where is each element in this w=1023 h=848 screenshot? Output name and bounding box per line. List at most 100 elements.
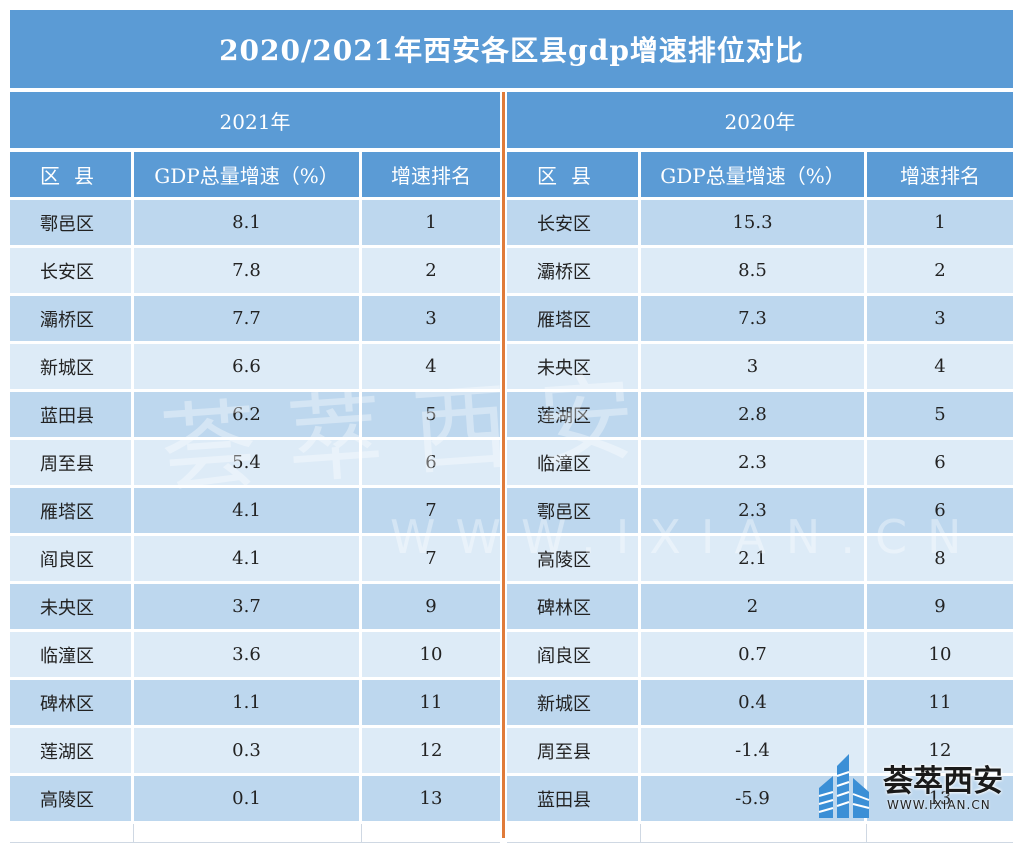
header-row: 区县 GDP总量增速（%） 增速排名: [507, 152, 1013, 200]
district-name: 周至县: [507, 728, 641, 776]
table-row: 阎良区 0.7 10: [507, 632, 1013, 680]
district-name: 莲湖区: [10, 728, 134, 776]
table-row: 灞桥区 7.7 3: [10, 296, 500, 344]
table-row: 周至县 5.4 6: [10, 440, 500, 488]
gdp-growth-value: 2.1: [641, 536, 867, 584]
table-2021: 区县 GDP总量增速（%） 增速排名 鄠邑区 8.1 1 长安区 7.8 2 灞桥区 7.7 3 新城区…: [10, 152, 500, 843]
empty-cell: [867, 824, 1013, 843]
table-row: 长安区 7.8 2: [10, 248, 500, 296]
gdp-growth-value: 2: [641, 584, 867, 632]
district-name: 雁塔区: [507, 296, 641, 344]
table-row: 新城区 6.6 4: [10, 344, 500, 392]
gdp-growth-value: 4.1: [134, 488, 362, 536]
gdp-growth-value: 6.6: [134, 344, 362, 392]
growth-rank: 7: [362, 488, 500, 536]
growth-rank: 10: [362, 632, 500, 680]
header-district: 区县: [10, 152, 134, 200]
gdp-growth-value: 7.3: [641, 296, 867, 344]
table-row: 高陵区 2.1 8: [507, 536, 1013, 584]
table-row: 莲湖区 0.3 12: [10, 728, 500, 776]
growth-rank: 6: [362, 440, 500, 488]
empty-cell: [10, 824, 134, 843]
growth-rank: 8: [867, 536, 1013, 584]
logo-text: 荟萃西安: [883, 764, 1003, 799]
table-2020: 区县 GDP总量增速（%） 增速排名 长安区 15.3 1 灞桥区 8.5 2 雁塔区 7.3 3 未央…: [507, 152, 1013, 843]
table-row: 鄠邑区 2.3 6: [507, 488, 1013, 536]
gdp-growth-value: 1.1: [134, 680, 362, 728]
district-name: 蓝田县: [507, 776, 641, 824]
district-name: 灞桥区: [10, 296, 134, 344]
table-row: 未央区 3.7 9: [10, 584, 500, 632]
growth-rank: 7: [362, 536, 500, 584]
district-name: 周至县: [10, 440, 134, 488]
growth-rank: 6: [867, 488, 1013, 536]
table-row: 阎良区 4.1 7: [10, 536, 500, 584]
growth-rank: 5: [362, 392, 500, 440]
gdp-growth-value: 3.7: [134, 584, 362, 632]
growth-rank: 2: [867, 248, 1013, 296]
gdp-growth-value: 0.7: [641, 632, 867, 680]
building-logo-icon: [818, 754, 870, 818]
header-growth-rank: 增速排名: [867, 152, 1013, 200]
growth-rank: 13: [362, 776, 500, 824]
gdp-growth-value: 2.8: [641, 392, 867, 440]
district-name: 碑林区: [10, 680, 134, 728]
empty-row: [507, 824, 1013, 843]
gdp-growth-value: -1.4: [641, 728, 867, 776]
table-row: 鄠邑区 8.1 1: [10, 200, 500, 248]
growth-rank: 4: [867, 344, 1013, 392]
growth-rank: 13: [867, 776, 1013, 824]
table-row: 碑林区 1.1 11: [10, 680, 500, 728]
district-name: 鄠邑区: [507, 488, 641, 536]
empty-cell: [507, 824, 641, 843]
table-row: 碑林区 2 9: [507, 584, 1013, 632]
gdp-growth-value: 5.4: [134, 440, 362, 488]
district-name: 阎良区: [10, 536, 134, 584]
district-name: 未央区: [10, 584, 134, 632]
header-district: 区县: [507, 152, 641, 200]
growth-rank: 1: [867, 200, 1013, 248]
district-name: 未央区: [507, 344, 641, 392]
district-name: 临潼区: [10, 632, 134, 680]
gdp-growth-value: 3.6: [134, 632, 362, 680]
district-name: 莲湖区: [507, 392, 641, 440]
district-name: 雁塔区: [10, 488, 134, 536]
gdp-growth-value: 8.5: [641, 248, 867, 296]
district-name: 新城区: [10, 344, 134, 392]
gdp-growth-value: 6.2: [134, 392, 362, 440]
district-name: 临潼区: [507, 440, 641, 488]
header-growth-rank: 增速排名: [362, 152, 500, 200]
district-name: 灞桥区: [507, 248, 641, 296]
district-name: 长安区: [507, 200, 641, 248]
table-row: 雁塔区 4.1 7: [10, 488, 500, 536]
table-row: 蓝田县 6.2 5: [10, 392, 500, 440]
header-gdp-growth: GDP总量增速（%）: [641, 152, 867, 200]
empty-cell: [134, 824, 362, 843]
gdp-growth-value: 3: [641, 344, 867, 392]
district-name: 长安区: [10, 248, 134, 296]
gdp-growth-value: 2.3: [641, 488, 867, 536]
table-row: 临潼区 3.6 10: [10, 632, 500, 680]
growth-rank: 6: [867, 440, 1013, 488]
table-row: 高陵区 0.1 13: [10, 776, 500, 824]
header-gdp-growth: GDP总量增速（%）: [134, 152, 362, 200]
year-header-2020: 2020年: [507, 92, 1013, 148]
header-row: 区县 GDP总量增速（%） 增速排名: [10, 152, 500, 200]
gdp-growth-value: 2.3: [641, 440, 867, 488]
district-name: 新城区: [507, 680, 641, 728]
growth-rank: 3: [867, 296, 1013, 344]
table-row: 莲湖区 2.8 5: [507, 392, 1013, 440]
district-name: 蓝田县: [10, 392, 134, 440]
gdp-growth-value: 7.8: [134, 248, 362, 296]
year-header-2021: 2021年: [10, 92, 500, 148]
table-row: 临潼区 2.3 6: [507, 440, 1013, 488]
gdp-growth-value: 0.4: [641, 680, 867, 728]
growth-rank: 9: [362, 584, 500, 632]
growth-rank: 5: [867, 392, 1013, 440]
table-title: 2020/2021年西安各区县gdp增速排位对比: [10, 10, 1013, 88]
district-name: 高陵区: [507, 536, 641, 584]
site-logo: 荟萃西安 WWW.IXIAN.CN: [815, 748, 1015, 828]
gdp-growth-value: 7.7: [134, 296, 362, 344]
growth-rank: 12: [867, 728, 1013, 776]
gdp-growth-value: 0.1: [134, 776, 362, 824]
